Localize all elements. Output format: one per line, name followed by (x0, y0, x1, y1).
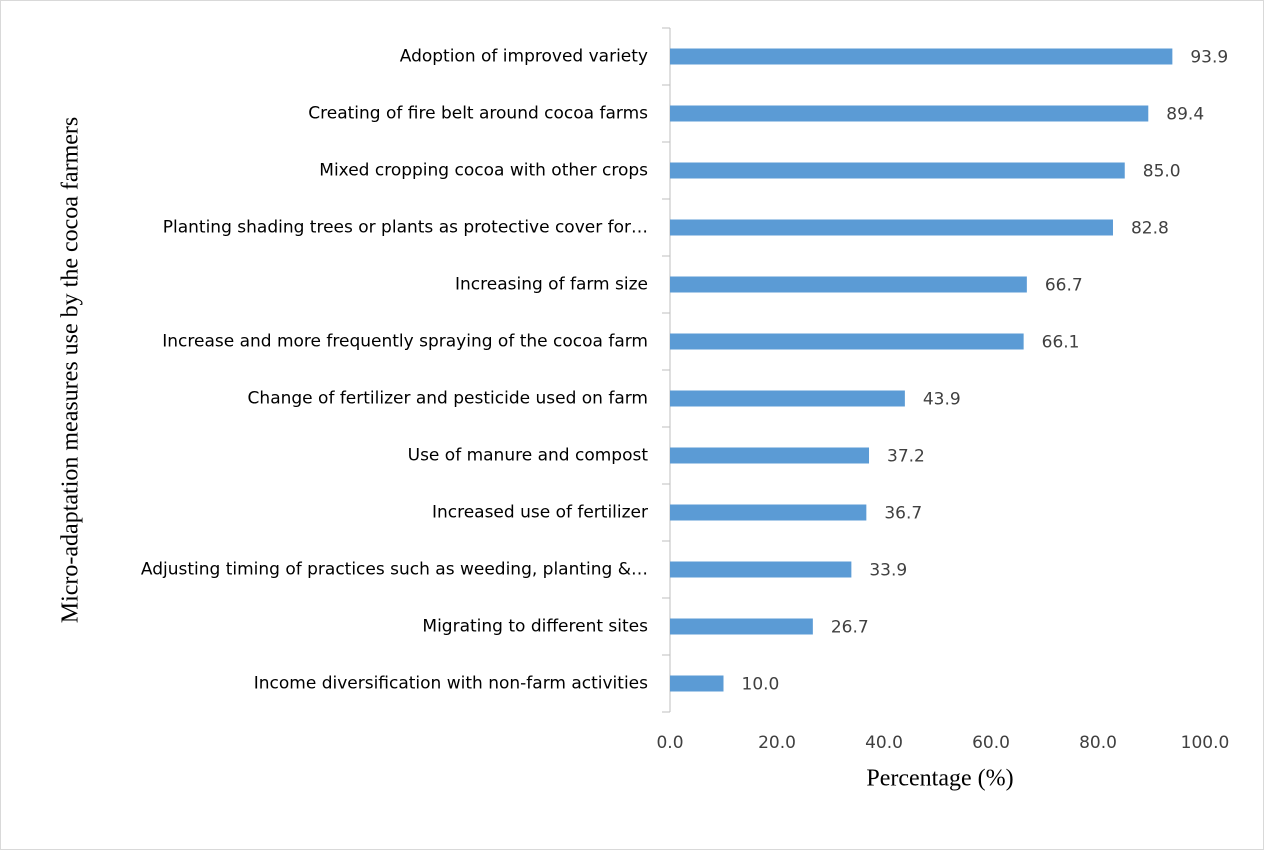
x-tick-label: 40.0 (865, 733, 903, 753)
data-label: 26.7 (831, 618, 869, 638)
data-label: 85.0 (1143, 162, 1181, 182)
bar (670, 504, 867, 521)
bar (670, 561, 852, 578)
y-tick-label: Adjusting timing of practices such as we… (141, 560, 648, 580)
y-tick-label: Increasing of farm size (455, 275, 648, 295)
x-axis-title: Percentage (%) (866, 766, 1013, 792)
bar (670, 276, 1027, 293)
bar (670, 219, 1113, 236)
x-tick-label: 0.0 (656, 733, 683, 753)
data-label: 66.7 (1045, 276, 1083, 296)
data-label: 82.8 (1131, 219, 1169, 239)
y-tick-label: Migrating to different sites (422, 617, 648, 637)
bar (670, 390, 905, 407)
x-tick-label: 100.0 (1181, 733, 1230, 753)
y-tick-label: Use of manure and compost (408, 446, 649, 466)
bar (670, 162, 1125, 179)
y-tick-label: Planting shading trees or plants as prot… (163, 218, 648, 238)
bar (670, 675, 724, 692)
y-axis-title: Micro-adaptation measures use by the coc… (58, 117, 84, 623)
y-tick-label: Increase and more frequently spraying of… (162, 332, 648, 352)
data-label: 43.9 (923, 390, 961, 410)
bar (670, 333, 1024, 350)
y-tick-label: Change of fertilizer and pesticide used … (248, 389, 648, 409)
data-label: 33.9 (869, 561, 907, 581)
data-label: 10.0 (742, 675, 780, 695)
bar (670, 618, 813, 635)
x-tick-label: 60.0 (972, 733, 1010, 753)
y-tick-label: Adoption of improved variety (400, 47, 648, 67)
y-tick-label: Creating of fire belt around cocoa farms (308, 104, 648, 124)
data-label: 66.1 (1042, 333, 1080, 353)
x-tick-label: 80.0 (1079, 733, 1117, 753)
data-label: 36.7 (884, 504, 922, 524)
y-tick-label: Income diversification with non-farm act… (254, 674, 648, 694)
data-label: 93.9 (1190, 48, 1228, 68)
y-tick-label: Increased use of fertilizer (432, 503, 648, 523)
x-tick-label: 20.0 (758, 733, 796, 753)
bar (670, 48, 1173, 65)
bar (670, 447, 870, 464)
data-label: 89.4 (1166, 105, 1204, 125)
y-tick-label: Mixed cropping cocoa with other crops (319, 161, 648, 181)
bar (670, 105, 1149, 122)
data-label: 37.2 (887, 447, 925, 467)
